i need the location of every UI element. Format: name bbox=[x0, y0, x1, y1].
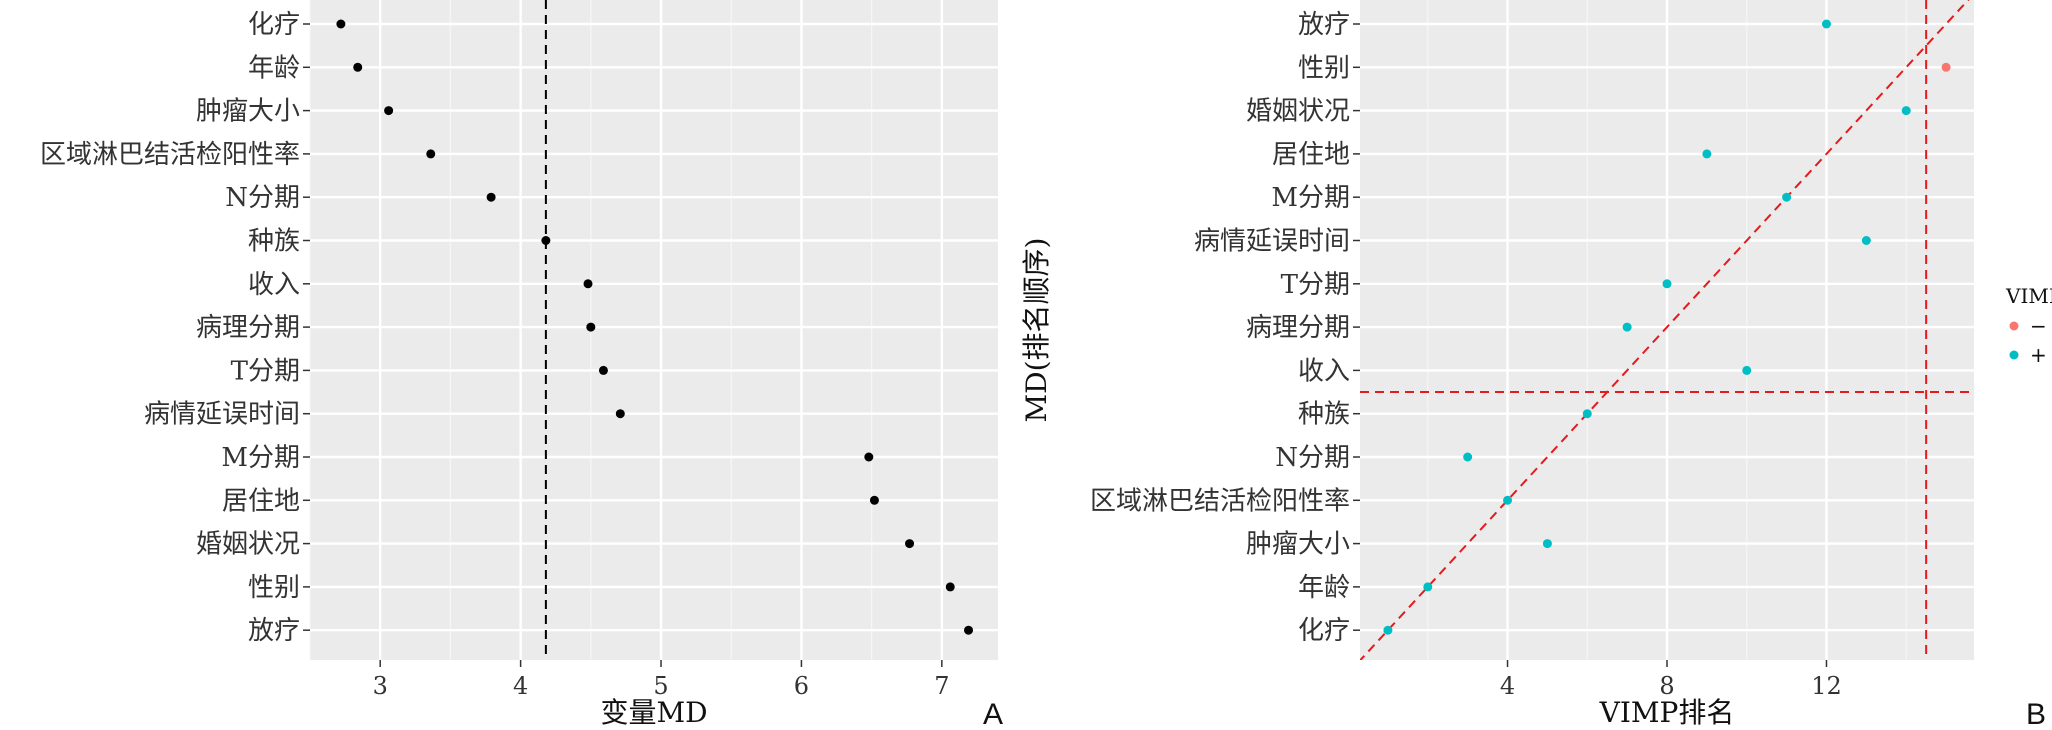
panel-b-point bbox=[1861, 236, 1871, 245]
panel-b-x-tick-label: 8 bbox=[1659, 672, 1674, 700]
legend-marker-positive bbox=[2009, 350, 2019, 360]
panel-b-point bbox=[1821, 19, 1831, 29]
panel-b-category-label: N分期 bbox=[1275, 443, 1350, 473]
panel-a-plot-area bbox=[310, 0, 998, 660]
panel-a-point bbox=[336, 19, 346, 29]
panel-a-category-label: M分期 bbox=[221, 443, 300, 473]
panel-a-category-label: 收入 bbox=[248, 270, 300, 300]
panel-a-point bbox=[905, 539, 915, 549]
panel-b-point bbox=[1383, 625, 1393, 635]
panel-a-category-label: 种族 bbox=[248, 227, 300, 257]
panel-a-point bbox=[426, 149, 436, 159]
panel-b-category-label: 区域淋巴结活检阳性率 bbox=[1090, 486, 1350, 516]
panel-a-point bbox=[353, 62, 363, 72]
panel-b-category-label: 病情延误时间 bbox=[1194, 227, 1350, 257]
panel-b-point bbox=[1662, 279, 1672, 289]
panel-b-category-label: 放疗 bbox=[1298, 10, 1350, 40]
panel-a-category-label: T分期 bbox=[231, 356, 300, 386]
panel-a-x-tick-label: 6 bbox=[794, 672, 809, 700]
panel-b-category-label: 化疗 bbox=[1298, 616, 1350, 646]
panel-b-point bbox=[1742, 365, 1752, 375]
panel-b-reference-group bbox=[1360, 0, 1974, 660]
panel-a-category-label: 肿瘤大小 bbox=[196, 97, 300, 127]
panel-a-point bbox=[964, 625, 974, 635]
panel-b-diagonal-line bbox=[1360, 0, 1970, 660]
panel-a-category-label: N分期 bbox=[225, 183, 300, 213]
panel-b-category-label: 年龄 bbox=[1298, 573, 1350, 603]
panel-a-category-label: 婚姻状况 bbox=[196, 530, 300, 560]
panel-a-letter: A bbox=[983, 698, 1003, 730]
panel-b-point bbox=[1782, 192, 1792, 202]
legend-label-positive: + bbox=[2030, 343, 2047, 367]
panel-a-category-label: 放疗 bbox=[248, 616, 300, 646]
panel-b-point bbox=[1622, 322, 1632, 332]
panel-a-x-axis-title: 变量MD bbox=[600, 696, 707, 729]
panel-b-category-label: 种族 bbox=[1298, 400, 1350, 430]
panel-a-x-tick-label: 4 bbox=[513, 672, 528, 700]
panel-a-point bbox=[598, 365, 608, 375]
panel-a-point bbox=[583, 279, 593, 289]
panel-b-point bbox=[1503, 495, 1513, 505]
legend-title: VIMP bbox=[2005, 284, 2052, 308]
panel-b-x-ticks: 4 8 12 bbox=[1500, 660, 1842, 700]
panel-b-point bbox=[1901, 106, 1911, 116]
panel-b-point bbox=[1702, 149, 1712, 159]
panel-a-category-label: 区域淋巴结活检阳性率 bbox=[40, 140, 300, 170]
panel-a-point bbox=[869, 495, 879, 505]
panel-b-x-axis-title: VIMP排名 bbox=[1599, 696, 1735, 729]
panel-b-letter: B bbox=[2026, 698, 2046, 730]
panel-a-x-ticks: 3 4 5 6 7 bbox=[373, 660, 949, 700]
panel-a-point bbox=[864, 452, 874, 462]
panel-b-point bbox=[1582, 409, 1592, 419]
panel-a-category-label: 性别 bbox=[248, 573, 300, 603]
panel-b-category-label: 婚姻状况 bbox=[1246, 97, 1350, 127]
panel-b-point bbox=[1463, 452, 1473, 462]
panel-b-points bbox=[1383, 19, 1951, 635]
panel-b-category-label: 病理分期 bbox=[1246, 313, 1350, 343]
panel-a-point bbox=[384, 106, 394, 116]
panel-b-point bbox=[1542, 539, 1552, 549]
panel-a-points bbox=[336, 19, 974, 635]
panel-a-grid bbox=[309, 0, 998, 660]
panel-a-category-label: 年龄 bbox=[248, 53, 300, 83]
panel-a-category-label: 化疗 bbox=[248, 10, 300, 40]
panel-a-x-tick-label: 5 bbox=[653, 672, 668, 700]
panel-b-category-label: 收入 bbox=[1298, 356, 1350, 386]
panel-a-point bbox=[541, 236, 551, 245]
panel-a-category-label: 病理分期 bbox=[196, 313, 300, 343]
panel-a-point bbox=[486, 192, 496, 202]
panel-b-point bbox=[1941, 62, 1951, 72]
panel-a-category-label: 病情延误时间 bbox=[144, 400, 300, 430]
panel-a-category-label: 居住地 bbox=[222, 486, 300, 516]
panel-b-category-label: 肿瘤大小 bbox=[1246, 530, 1350, 560]
legend-label-negative: − bbox=[2030, 314, 2047, 338]
panel-a-point bbox=[615, 409, 625, 419]
panel-a-x-tick-label: 3 bbox=[373, 672, 388, 700]
panel-a-x-tick-label: 7 bbox=[934, 672, 949, 700]
legend-marker-negative bbox=[2009, 321, 2019, 331]
panel-a-point bbox=[586, 322, 596, 332]
panel-b-y-axis-title: MD(排名顺序) bbox=[1020, 238, 1053, 423]
panel-b-x-tick-label: 12 bbox=[1811, 672, 1842, 700]
panel-b-x-tick-label: 4 bbox=[1500, 672, 1515, 700]
panel-b-legend: VIMP − + bbox=[2005, 284, 2052, 367]
panel-a-point bbox=[945, 582, 955, 592]
panel-b-point bbox=[1423, 582, 1433, 592]
panel-b-category-label: 居住地 bbox=[1272, 140, 1350, 170]
panel-b-reference-lines bbox=[1360, 0, 1974, 660]
panel-b-category-label: T分期 bbox=[1281, 270, 1350, 300]
panel-b-category-label: 性别 bbox=[1298, 53, 1350, 83]
panel-b-category-label: M分期 bbox=[1271, 183, 1350, 213]
